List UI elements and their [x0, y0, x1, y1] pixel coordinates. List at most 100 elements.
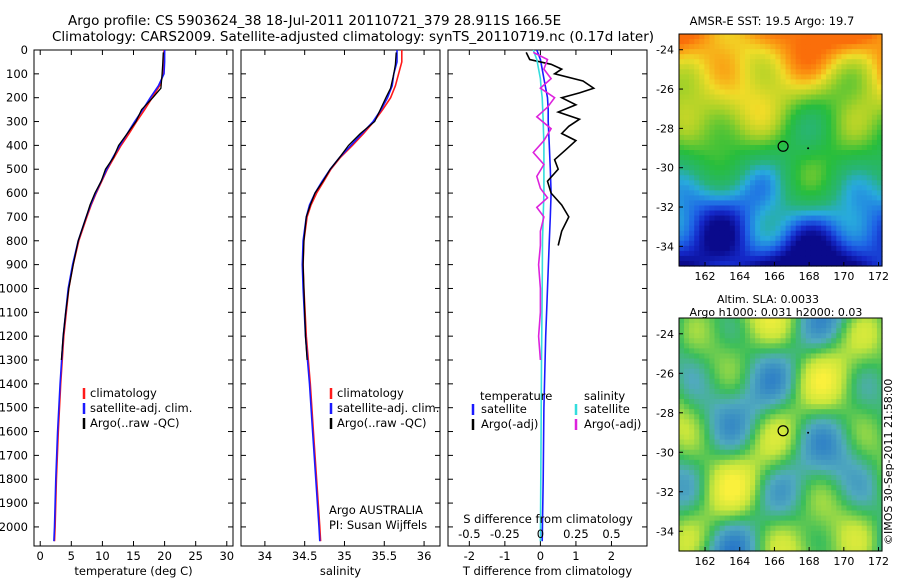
heatmap-cell	[729, 495, 736, 501]
heatmap-cell	[846, 373, 853, 380]
heatmap-cell	[816, 439, 822, 446]
x-axis-label: salinity	[320, 564, 361, 578]
heatmap-cell	[826, 34, 832, 40]
heatmap-cell	[800, 89, 807, 96]
heatmap-cell	[684, 495, 690, 501]
heatmap-cell	[846, 235, 853, 242]
heatmap-cell	[729, 328, 736, 334]
heatmap-cell	[841, 160, 848, 166]
heatmap-cell	[800, 475, 807, 481]
heatmap-cell	[719, 358, 726, 365]
heatmap-cell	[831, 34, 837, 40]
heatmap-cell	[810, 160, 817, 166]
heatmap-cell	[846, 250, 853, 257]
heatmap-cell	[866, 399, 873, 405]
heatmap-cell	[876, 464, 883, 471]
heatmap-cell	[836, 240, 842, 247]
heatmap-cell	[831, 480, 837, 486]
heatmap-cell	[795, 434, 802, 441]
heatmap-cell	[816, 124, 822, 131]
heatmap-cell	[800, 515, 807, 522]
heatmap-cell	[800, 84, 807, 91]
heatmap-cell	[724, 545, 731, 552]
heatmap-cell	[765, 530, 771, 537]
heatmap-cell	[836, 343, 842, 349]
heatmap-cell	[699, 139, 705, 146]
heatmap-cell	[816, 170, 822, 176]
heatmap-cell	[755, 235, 761, 242]
heatmap-cell	[816, 378, 822, 385]
heatmap-cell	[755, 205, 761, 212]
heatmap-cell	[744, 469, 751, 476]
heatmap-cell	[790, 210, 797, 217]
heatmap-cell	[831, 129, 837, 136]
heatmap-cell	[709, 225, 716, 232]
heatmap-cell	[851, 104, 858, 111]
heatmap-cell	[790, 205, 797, 212]
heatmap-cell	[714, 220, 721, 227]
heatmap-cell	[744, 134, 751, 141]
heatmap-cell	[861, 363, 868, 370]
heatmap-cell	[775, 240, 782, 247]
heatmap-cell	[770, 399, 777, 405]
heatmap-cell	[704, 195, 711, 202]
heatmap-cell	[851, 515, 858, 522]
heatmap-cell	[795, 444, 802, 451]
heatmap-cell	[684, 205, 690, 212]
heatmap-cell	[739, 434, 746, 441]
heatmap-cell	[760, 424, 766, 431]
heatmap-cell	[719, 454, 726, 461]
heatmap-cell	[775, 454, 782, 461]
heatmap-cell	[714, 409, 721, 415]
heatmap-cell	[729, 388, 736, 395]
heatmap-cell	[709, 245, 716, 252]
heatmap-cell	[719, 114, 726, 121]
heatmap-cell	[729, 510, 736, 517]
heatmap-cell	[765, 449, 771, 456]
heatmap-cell	[826, 255, 832, 262]
heatmap-cell	[800, 175, 807, 181]
heatmap-cell	[826, 419, 832, 425]
heatmap-cell	[755, 444, 761, 451]
heatmap-cell	[790, 505, 797, 512]
heatmap-cell	[826, 235, 832, 242]
heatmap-cell	[734, 495, 741, 501]
heatmap-cell	[714, 495, 721, 501]
heatmap-cell	[785, 240, 792, 247]
heatmap-cell	[856, 393, 863, 400]
heatmap-cell	[699, 250, 705, 257]
heatmap-cell	[699, 383, 705, 390]
heatmap-cell	[861, 109, 868, 116]
heatmap-cell	[770, 318, 777, 324]
heatmap-cell	[694, 333, 700, 339]
heatmap-cell	[760, 318, 766, 324]
heatmap-cell	[734, 485, 741, 491]
x-tick-label: 15	[126, 549, 141, 563]
heatmap-cell	[821, 79, 827, 86]
heatmap-cell	[694, 358, 700, 365]
heatmap-cell	[780, 99, 787, 106]
heatmap-cell	[719, 500, 726, 507]
heatmap-cell	[765, 388, 771, 395]
heatmap-cell	[821, 490, 827, 496]
heatmap-cell	[836, 250, 842, 257]
map-y-tick-label: -28	[656, 407, 674, 420]
heatmap-cell	[841, 165, 848, 171]
x-tick-top-label: 0.5	[602, 527, 620, 541]
heatmap-cell	[755, 84, 761, 91]
heatmap-cell	[729, 250, 736, 257]
heatmap-cell	[765, 160, 771, 166]
heatmap-cell	[734, 409, 741, 415]
heatmap-cell	[770, 64, 777, 70]
heatmap-cell	[744, 139, 751, 146]
heatmap-cell	[684, 535, 690, 542]
heatmap-cell	[719, 139, 726, 146]
heatmap-cell	[704, 150, 711, 156]
heatmap-cell	[750, 84, 756, 91]
heatmap-cell	[679, 250, 685, 257]
heatmap-cell	[810, 185, 817, 191]
heatmap-cell	[846, 485, 853, 491]
heatmap-cell	[821, 348, 827, 355]
heatmap-cell	[734, 439, 741, 446]
x-tick-label: 5	[68, 549, 75, 563]
